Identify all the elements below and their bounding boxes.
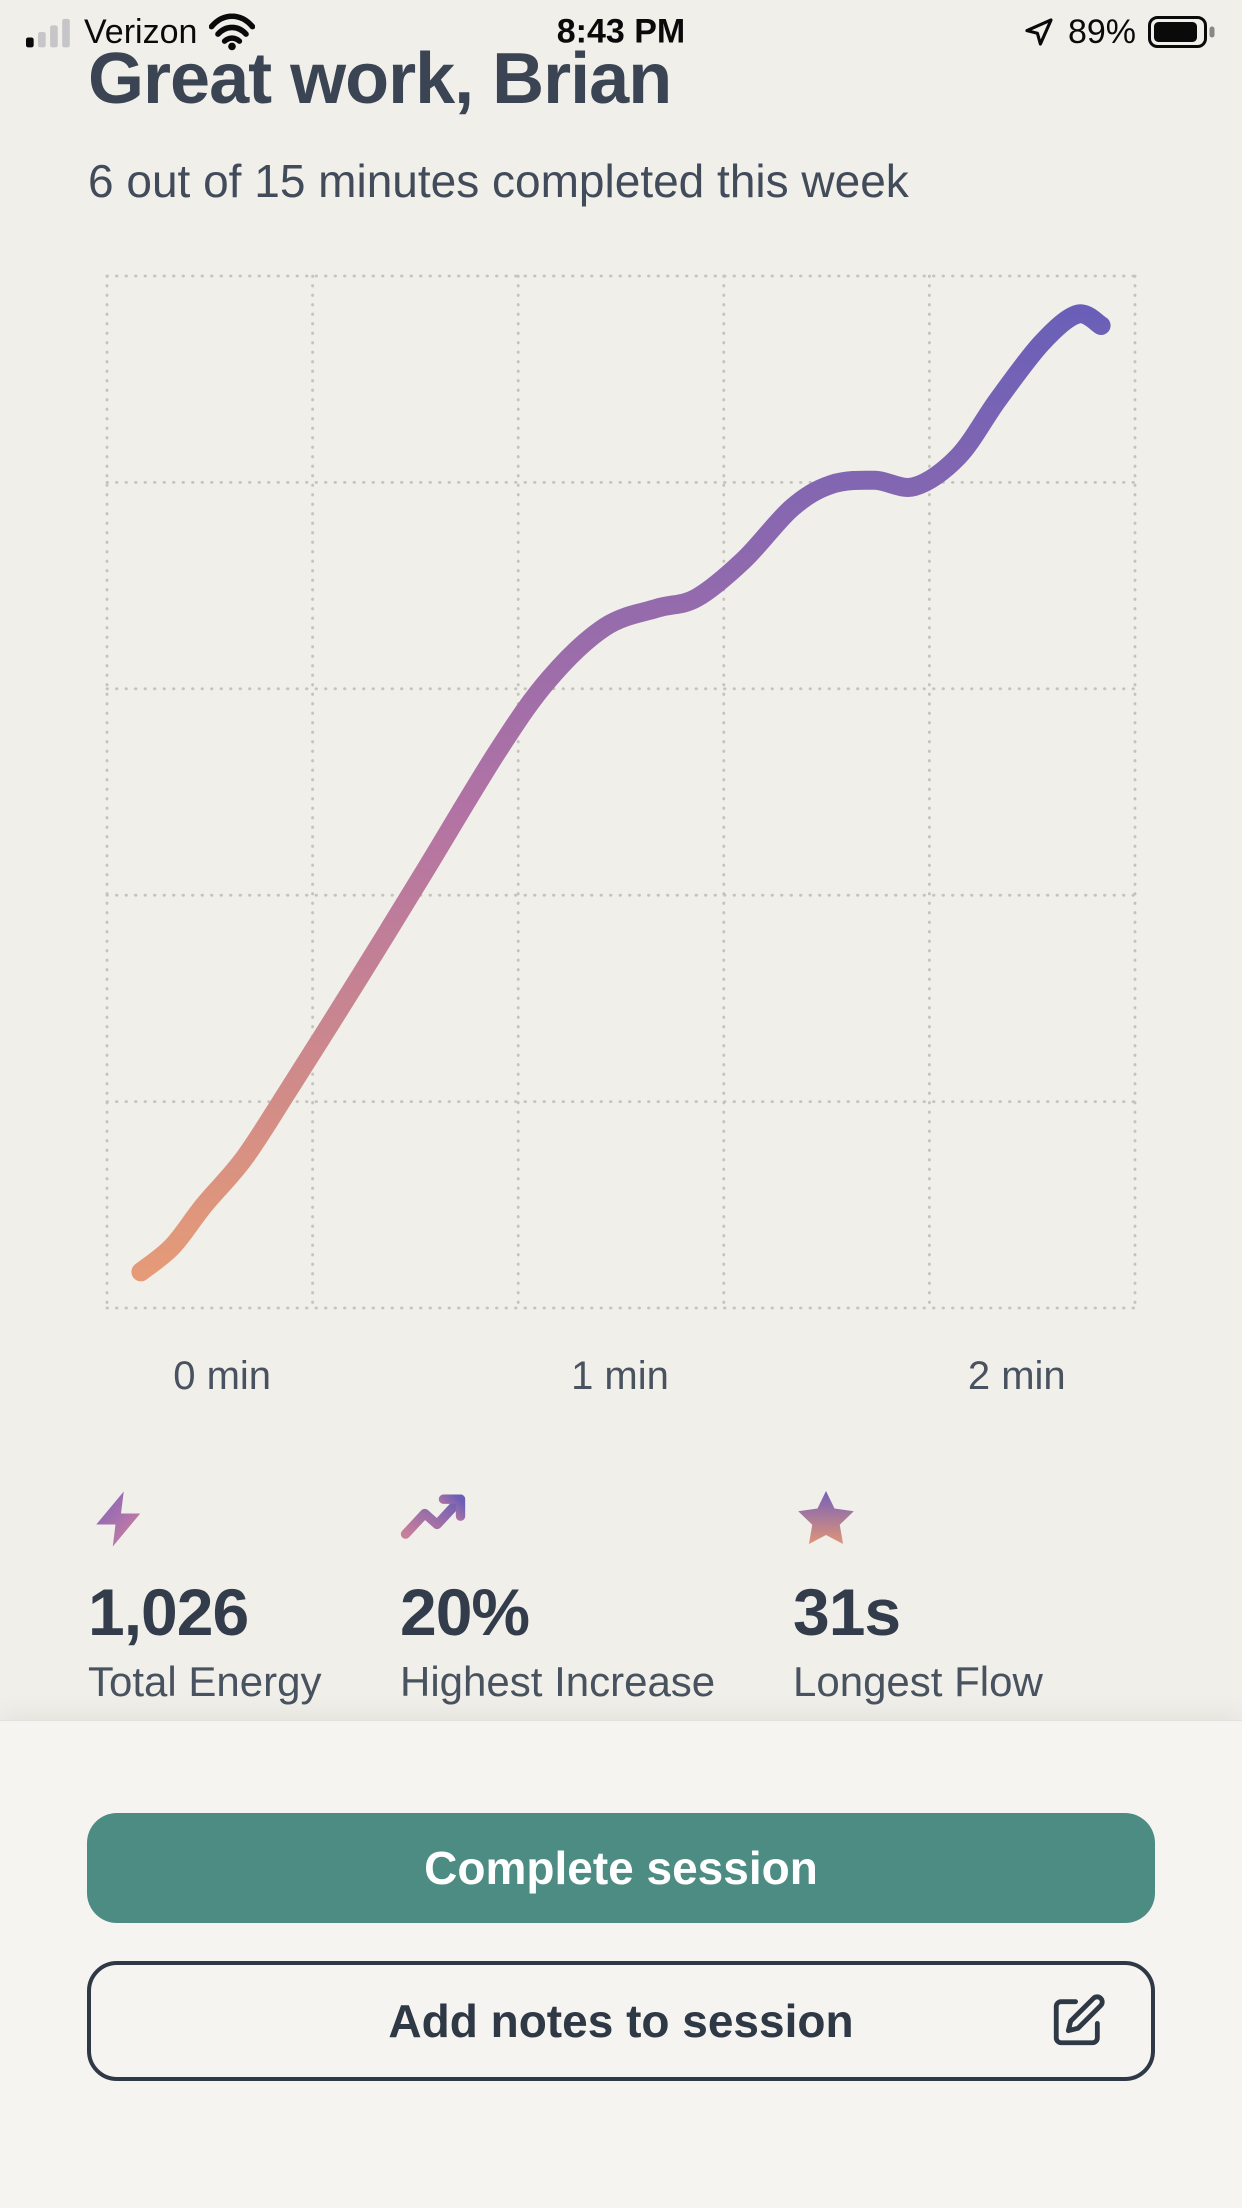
- cellular-signal-icon: [26, 18, 70, 48]
- trending-up-icon: [400, 1494, 466, 1539]
- stat-total-energy: 1,026 Total Energy: [88, 1486, 321, 1706]
- bottom-action-sheet: Complete session Add notes to session: [0, 1720, 1242, 2208]
- stat-value: 1,026: [88, 1575, 249, 1649]
- battery-icon: [1148, 16, 1215, 48]
- edit-pencil-icon: [1053, 1994, 1105, 2046]
- add-notes-label: Add notes to session: [388, 1995, 854, 2047]
- page-subtitle: 6 out of 15 minutes completed this week: [88, 155, 909, 207]
- star-icon: [798, 1490, 854, 1545]
- chart-canvas: [105, 274, 1137, 1310]
- battery-percent: 89%: [1067, 12, 1136, 51]
- stat-value: 20%: [400, 1575, 530, 1649]
- x-axis-tick: 0 min: [173, 1354, 272, 1398]
- energy-line: [131, 304, 1111, 1282]
- energy-line-chart: 0 min 1 min 2 min: [105, 274, 1137, 1398]
- x-axis-tick: 1 min: [571, 1354, 669, 1398]
- stat-label: Highest Increase: [400, 1658, 716, 1705]
- header: Great work, Brian 6 out of 15 minutes co…: [88, 38, 1182, 208]
- chart-grid: [105, 274, 1137, 1310]
- stat-label: Total Energy: [88, 1658, 322, 1705]
- page-title: Great work, Brian: [88, 39, 672, 119]
- stat-highest-increase: 20% Highest Increase: [400, 1486, 715, 1706]
- x-axis-ticks: 0 min 1 min 2 min: [107, 1354, 1135, 1404]
- complete-session-button[interactable]: Complete session: [87, 1813, 1155, 1923]
- stat-value: 31s: [793, 1575, 901, 1649]
- stat-longest-flow: 31s Longest Flow: [793, 1486, 1043, 1706]
- status-bar-left: Verizon: [26, 12, 256, 52]
- wifi-icon: [209, 13, 256, 51]
- carrier-label: Verizon: [84, 12, 198, 51]
- status-bar: Verizon 8:43 PM 89%: [0, 0, 1242, 64]
- lightning-icon: [96, 1491, 141, 1547]
- location-arrow-icon: [1025, 18, 1053, 46]
- clock: 8:43 PM: [556, 12, 686, 51]
- status-bar-right: 89%: [1022, 13, 1216, 52]
- x-axis-tick: 2 min: [967, 1354, 1066, 1398]
- add-notes-button[interactable]: Add notes to session: [87, 1961, 1155, 2081]
- stat-label: Longest Flow: [793, 1658, 1043, 1705]
